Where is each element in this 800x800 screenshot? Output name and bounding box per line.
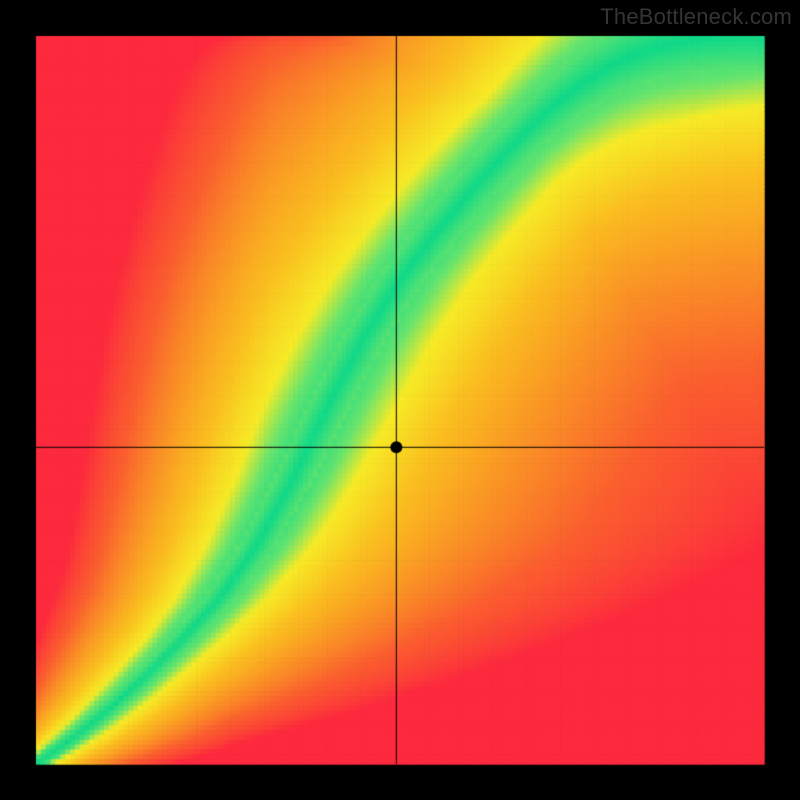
bottleneck-heatmap [0,0,800,800]
watermark-text: TheBottleneck.com [600,4,792,30]
